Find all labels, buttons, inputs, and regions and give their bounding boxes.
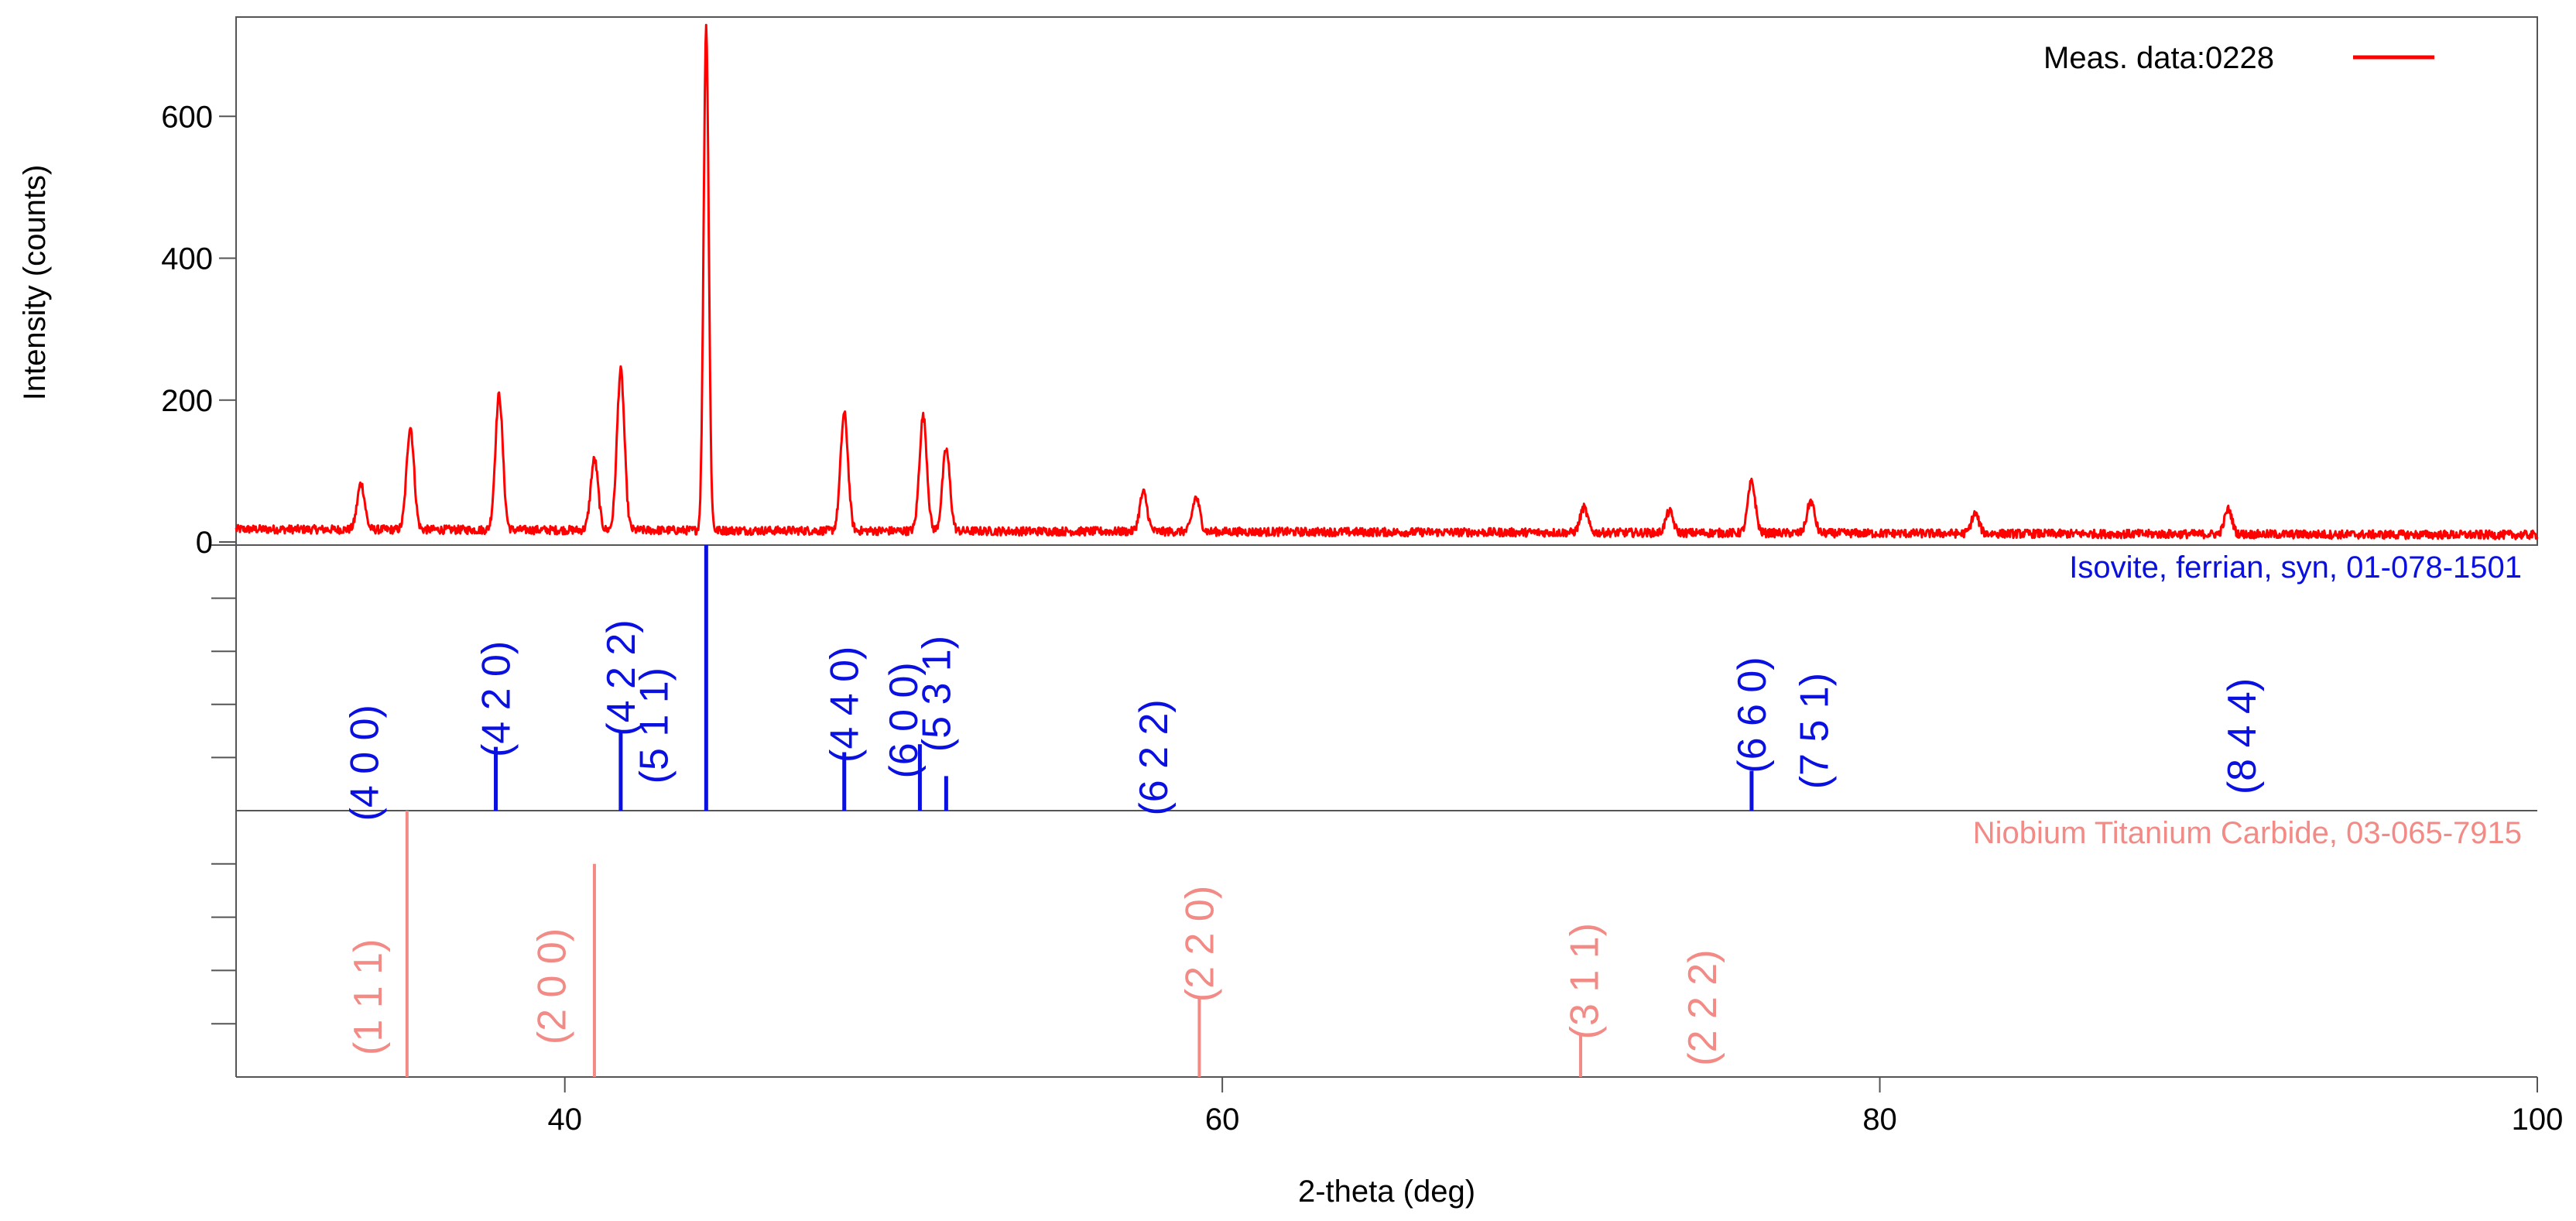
measured-panel-border bbox=[235, 16, 2538, 546]
hkl-label: (5 3 1) bbox=[915, 636, 960, 752]
hkl-label: (2 2 2) bbox=[1680, 949, 1725, 1065]
hkl-label: (2 2 0) bbox=[1177, 886, 1222, 1002]
measured-panel bbox=[235, 23, 2539, 540]
x-tick-label: 40 bbox=[547, 1103, 582, 1137]
plot-frame bbox=[235, 16, 2538, 1078]
hkl-label: (4 0 0) bbox=[343, 705, 388, 821]
y-tick-label: 400 bbox=[161, 242, 213, 276]
hkl-label: (6 0 0) bbox=[882, 662, 927, 778]
reference-panel-2: Niobium Titanium Carbide, 03-065-7915 (1 … bbox=[211, 811, 2522, 1077]
x-tick-label: 80 bbox=[1862, 1103, 1897, 1137]
hkl-label: (6 2 2) bbox=[1132, 699, 1177, 815]
x-tick-label: 60 bbox=[1205, 1103, 1240, 1137]
y-tick-label: 600 bbox=[161, 100, 213, 134]
y-tick-label: 0 bbox=[196, 526, 213, 560]
y-tick-label: 200 bbox=[161, 384, 213, 418]
hkl-label: (5 1 1) bbox=[632, 667, 677, 784]
axes: 0 200 400 600 40 60 80 100 2-theta (deg) Intensit… bbox=[18, 100, 2563, 1209]
hkl-label: (1 1 1) bbox=[346, 939, 391, 1055]
reference-panel-1: Isovite, ferrian, syn, 01-078-1501 (4 0 0… bbox=[211, 545, 2522, 821]
legend: Meas. data:0228 bbox=[2043, 41, 2434, 75]
x-axis-label: 2-theta (deg) bbox=[1298, 1175, 1475, 1209]
hkl-label: (8 4 4) bbox=[2220, 678, 2265, 794]
reference-panels: Isovite, ferrian, syn, 01-078-1501 (4 0 0… bbox=[211, 545, 2522, 1077]
hkl-label: (4 2 0) bbox=[474, 641, 519, 757]
x-tick-label: 100 bbox=[2512, 1103, 2564, 1137]
hkl-label: (7 5 1) bbox=[1793, 673, 1838, 789]
hkl-label: (2 0 0) bbox=[530, 928, 575, 1044]
measured-series-line bbox=[235, 23, 2539, 540]
hkl-label: (4 2 2) bbox=[599, 619, 644, 736]
legend-label: Meas. data:0228 bbox=[2043, 41, 2274, 75]
hkl-label: (6 6 0) bbox=[1730, 657, 1775, 773]
hkl-label: (4 4 0) bbox=[823, 647, 868, 763]
y-axis-label: Intensity (counts) bbox=[18, 165, 52, 401]
reference-title: Isovite, ferrian, syn, 01-078-1501 bbox=[2069, 550, 2522, 585]
reference-title: Niobium Titanium Carbide, 03-065-7915 bbox=[1973, 816, 2522, 850]
hkl-label: (3 1 1) bbox=[1562, 923, 1607, 1039]
